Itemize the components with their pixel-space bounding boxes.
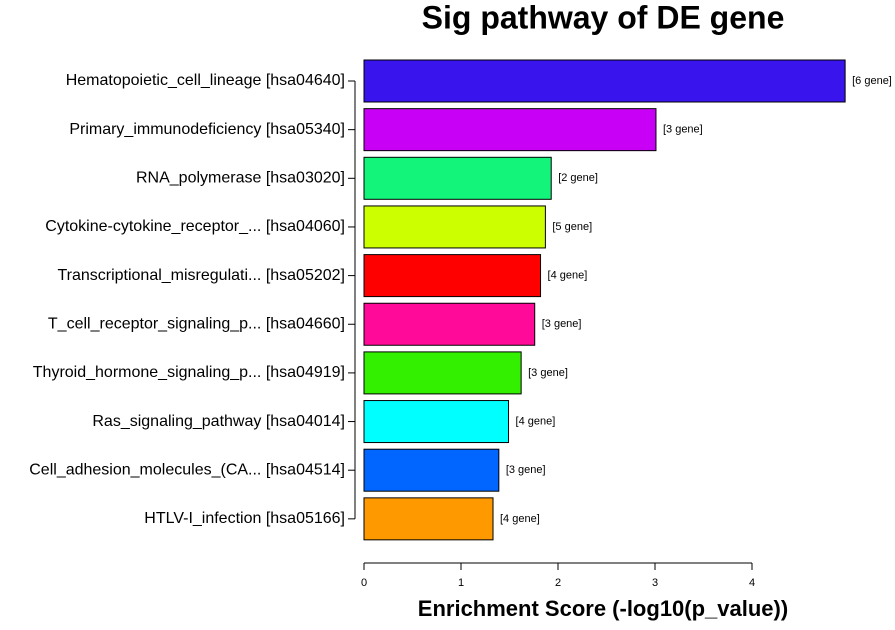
bar (363, 302, 536, 346)
bar (363, 400, 510, 444)
bar-annotation: [3 gene] (663, 124, 703, 136)
bar-annotation: [3 gene] (506, 464, 546, 476)
x-tick-label: 1 (458, 577, 464, 589)
y-tick-label: Hematopoietic_cell_lineage [hsa04640] (66, 72, 345, 89)
bar (363, 59, 846, 103)
x-axis-label: Enrichment Score (-log10(p_value)) (418, 596, 788, 621)
bar (363, 156, 552, 200)
y-tick-label: Ras_signaling_pathway [hsa04014] (92, 413, 345, 430)
y-tick-label: HTLV-I_infection [hsa05166] (144, 510, 345, 527)
y-tick-label: Thyroid_hormone_signaling_p... [hsa04919… (33, 364, 345, 381)
y-tick-label: Cell_adhesion_molecules_(CA... [hsa04514… (29, 461, 345, 478)
bar-annotation: [4 gene] (500, 513, 540, 525)
x-tick-label: 2 (555, 577, 561, 589)
bar-annotation: [3 gene] (542, 318, 582, 330)
y-tick-label: Cytokine-cytokine_receptor_... [hsa04060… (45, 218, 345, 235)
bar (363, 351, 522, 395)
bar-annotation: [3 gene] (528, 367, 568, 379)
bar-annotation: [6 gene] (852, 75, 892, 87)
y-tick-label: Primary_immunodeficiency [hsa05340] (69, 121, 345, 138)
x-tick-label: 4 (749, 577, 755, 589)
x-tick-label: 0 (361, 577, 367, 589)
bar-annotation: [2 gene] (558, 172, 598, 184)
bar-annotation: [4 gene] (548, 270, 588, 282)
chart-title: Sig pathway of DE gene (422, 0, 785, 35)
bar (363, 205, 546, 249)
bar (363, 254, 542, 298)
y-tick-label: RNA_polymerase [hsa03020] (136, 170, 345, 187)
y-tick-label: T_cell_receptor_signaling_p... [hsa04660… (48, 315, 345, 332)
bar-annotation: [5 gene] (552, 221, 592, 233)
y-tick-label: Transcriptional_misregulati... [hsa05202… (57, 267, 345, 284)
bar (363, 108, 657, 152)
bar-annotation: [4 gene] (516, 415, 556, 427)
x-tick-label: 3 (652, 577, 658, 589)
bar (363, 497, 494, 541)
bar (363, 448, 500, 492)
